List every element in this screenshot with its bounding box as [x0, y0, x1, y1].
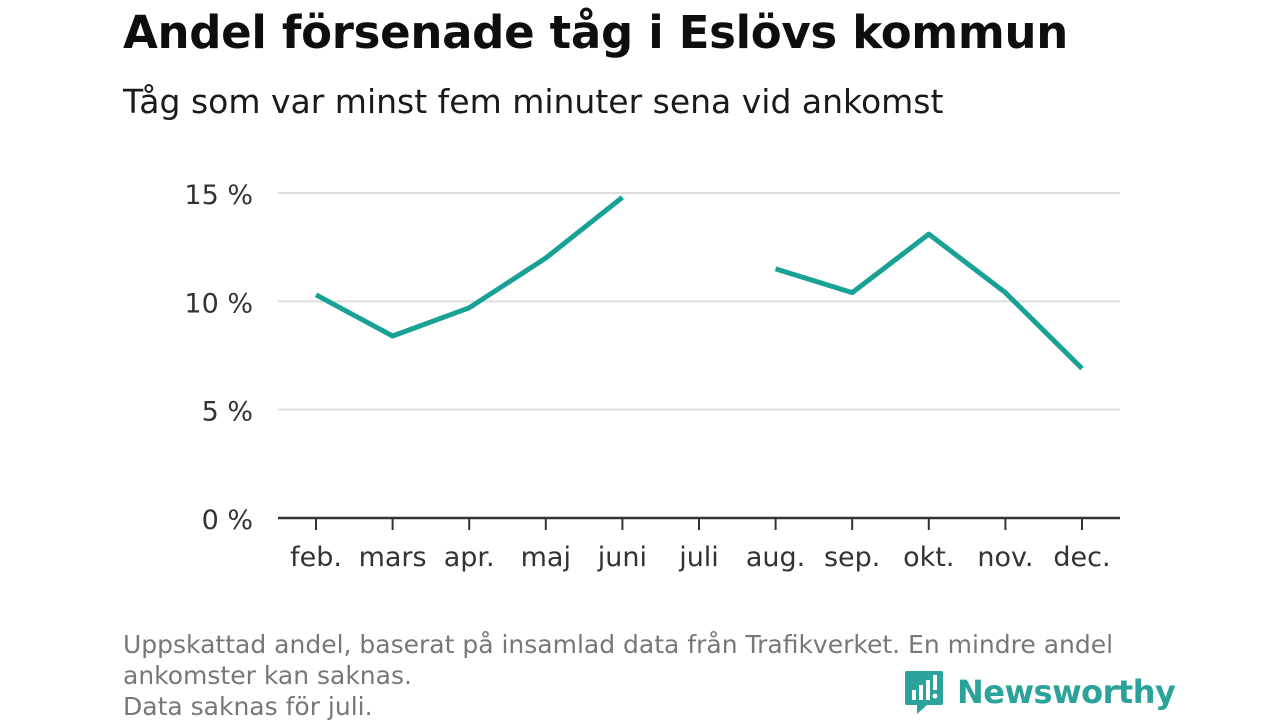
footnote: Uppskattad andel, baserat på insamlad da… [123, 629, 1163, 722]
y-tick-label: 10 % [184, 288, 253, 319]
gridlines [278, 192, 1120, 411]
series-line [314, 195, 1084, 371]
x-tick-label: sep. [824, 542, 880, 573]
x-tick-label: maj [521, 542, 571, 573]
footnote-line-3: Data saknas för juli. [123, 692, 373, 721]
newsworthy-logo: Newsworthy [903, 670, 1176, 714]
x-axis-labels: feb. mars apr. maj juni juli aug. sep. okt. nov. d… [290, 542, 1111, 573]
newsworthy-logo-text: Newsworthy [957, 673, 1176, 711]
x-tick-label: apr. [444, 542, 495, 573]
series-line-segment [774, 231, 1084, 371]
series-line-segment [314, 195, 624, 339]
line-chart: 0 % 5 % 10 % 15 % feb. mars apr. maj juni juli au… [184, 180, 1120, 573]
newsworthy-logo-icon [905, 671, 943, 714]
y-tick-label: 5 % [202, 397, 253, 428]
x-tick-label: juli [678, 542, 719, 573]
chart-title: Andel försenade tåg i Eslövs kommun [123, 6, 1068, 59]
x-tick-label: dec. [1053, 542, 1110, 573]
x-tick-label: mars [359, 542, 427, 573]
footnote-line-1: Uppskattad andel, baserat på insamlad da… [123, 630, 1114, 659]
x-tick-label: feb. [290, 542, 342, 573]
x-tick-label: aug. [746, 542, 805, 573]
chart-subtitle: Tåg som var minst fem minuter sena vid a… [123, 82, 944, 121]
y-tick-label: 0 % [202, 505, 253, 536]
y-tick-label: 15 % [184, 180, 253, 211]
x-tick-label: juni [597, 542, 647, 573]
y-axis-labels: 0 % 5 % 10 % 15 % [184, 180, 253, 536]
footnote-line-2: ankomster kan saknas. [123, 661, 412, 690]
x-tick-label: nov. [977, 542, 1033, 573]
x-axis [278, 516, 1120, 530]
x-tick-label: okt. [903, 542, 954, 573]
